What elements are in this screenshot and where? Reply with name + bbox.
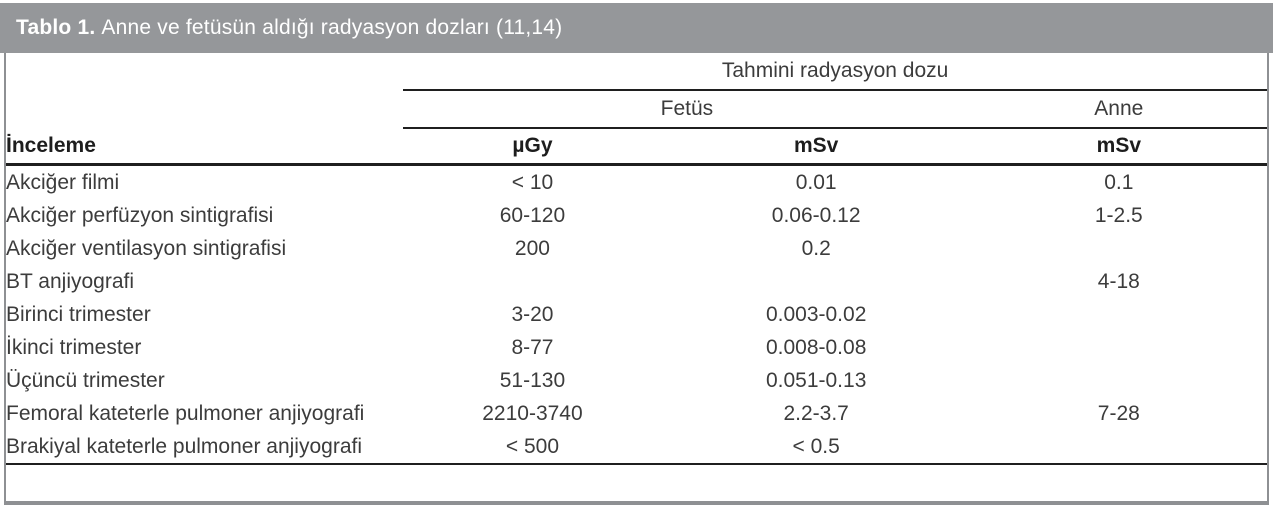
cell-ugy (403, 265, 662, 298)
table-title-text: Anne ve fetüsün aldığı radyasyon dozları… (101, 16, 563, 39)
cell-ugy: 8-77 (511, 335, 554, 359)
table-row: Akciğer filmi < 10 0.01 0.1 (6, 165, 1267, 200)
cell-msv-fetus: 0.003-0.02 (765, 302, 867, 326)
table-row: Akciğer perfüzyon sintigrafisi 60-120 0.… (6, 199, 1267, 232)
cell-inceleme: Akciğer perfüzyon sintigrafisi (6, 203, 274, 227)
cell-inceleme: Brakiyal kateterle pulmoner anjiyografi (6, 430, 404, 465)
cell-msv-fetus (662, 265, 971, 298)
table-number-label: Tablo 1. (16, 16, 96, 39)
cell-inceleme: BT anjiyografi (6, 269, 135, 293)
header-spacer-cell (6, 90, 403, 128)
cell-msv-fetus: 0.008-0.08 (765, 335, 867, 359)
header-estimated-dose: Tahmini radyasyon dozu (403, 53, 1267, 91)
table-row: Akciğer ventilasyon sintigrafisi 200 0.2 (6, 232, 1267, 265)
header-spacer-cell (6, 53, 403, 90)
radiation-dose-table: Tahmini radyasyon dozu Fetüs Anne İncele… (6, 53, 1267, 465)
table-row: BT anjiyografi 4-18 (6, 265, 1267, 298)
cell-ugy: 3-20 (511, 302, 554, 326)
column-header-ugy: µGy (403, 128, 662, 166)
column-header-msv-anne: mSv (970, 128, 1267, 166)
cell-msv-anne: 1-2.5 (1094, 203, 1143, 227)
cell-msv-anne (971, 298, 1267, 331)
table-title-bar: Tablo 1. Anne ve fetüsün aldığı radyasyo… (0, 3, 1273, 53)
cell-ugy: 2210-3740 (482, 401, 583, 425)
header-fetus: Fetüs (403, 90, 971, 129)
cell-ugy: 200 (514, 236, 550, 260)
cell-msv-anne (971, 232, 1267, 265)
cell-msv-fetus: 2.2-3.7 (783, 401, 849, 425)
cell-msv-anne (971, 331, 1267, 364)
cell-msv-fetus: < 0.5 (661, 430, 971, 465)
cell-inceleme: Femoral kateterle pulmoner anjiyografi (6, 401, 365, 425)
cell-msv-anne (970, 430, 1267, 465)
cell-msv-anne (971, 364, 1267, 397)
cell-msv-anne: 4-18 (1097, 269, 1140, 293)
cell-inceleme: Akciğer ventilasyon sintigrafisi (6, 236, 287, 260)
table-row: Birinci trimester 3-20 0.003-0.02 (6, 298, 1267, 331)
table-row: Femoral kateterle pulmoner anjiyografi 2… (6, 397, 1267, 430)
header-row-columns: İnceleme µGy mSv mSv (6, 128, 1267, 166)
cell-msv-fetus: 0.01 (795, 170, 837, 194)
header-row-group-top: Tahmini radyasyon dozu (6, 53, 1267, 91)
table-body: Akciğer filmi < 10 0.01 0.1 Akciğer perf… (6, 165, 1267, 465)
table-row: Üçüncü trimester 51-130 0.051-0.13 (6, 364, 1267, 397)
cell-inceleme: İkinci trimester (6, 335, 142, 359)
table-row: Brakiyal kateterle pulmoner anjiyografi … (6, 430, 1267, 465)
table-header: Tahmini radyasyon dozu Fetüs Anne İncele… (6, 53, 1267, 166)
cell-ugy: 60-120 (499, 203, 566, 227)
cell-msv-fetus: 0.06-0.12 (771, 203, 861, 227)
cell-msv-anne: 7-28 (1097, 401, 1140, 425)
column-header-inceleme: İnceleme (6, 128, 404, 166)
cell-inceleme: Birinci trimester (6, 302, 151, 326)
cell-msv-fetus: 0.051-0.13 (765, 368, 867, 392)
table-body-frame: Tahmini radyasyon dozu Fetüs Anne İncele… (4, 53, 1269, 505)
column-header-msv-fetus: mSv (661, 128, 971, 166)
cell-msv-anne: 0.1 (1104, 170, 1134, 194)
cell-inceleme: Üçüncü trimester (6, 368, 165, 392)
cell-ugy: < 10 (511, 170, 554, 194)
cell-ugy: < 500 (403, 430, 662, 465)
cell-inceleme: Akciğer filmi (6, 170, 120, 194)
header-anne: Anne (970, 90, 1267, 129)
header-row-group-sub: Fetüs Anne (6, 90, 1267, 129)
cell-ugy: 51-130 (499, 368, 566, 392)
table-row: İkinci trimester 8-77 0.008-0.08 (6, 331, 1267, 364)
cell-msv-fetus: 0.2 (801, 236, 831, 260)
